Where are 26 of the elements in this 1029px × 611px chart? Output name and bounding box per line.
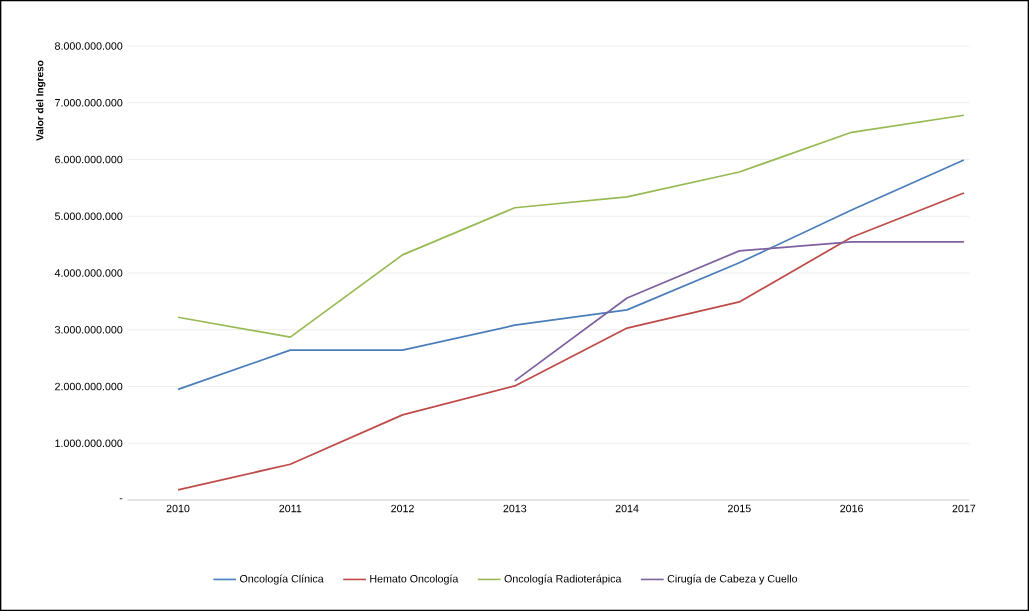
x-tick-label: 2012 — [391, 504, 414, 513]
y-tick-label: 4.000.000.000 — [54, 269, 123, 277]
y-tick-label: 5.000.000.000 — [54, 212, 123, 221]
legend-label: Cirugía de Cabeza y Cuello — [667, 574, 798, 585]
y-tick-label: 1.000.000.000 — [55, 439, 123, 448]
y-tick-label: 3.000.000.000 — [54, 325, 123, 334]
line-series — [513, 240, 965, 382]
y-tick-label: 7.000.000.000 — [55, 98, 123, 107]
legend-label: Hemato Oncología — [370, 574, 459, 585]
y-tick-label: 8.000.000.000 — [55, 42, 123, 50]
y-tick-label: 2.000.000.000 — [55, 382, 123, 391]
x-tick-label: 2014 — [615, 504, 639, 513]
x-tick-label: 2016 — [840, 504, 863, 513]
x-tick-label: 2015 — [728, 504, 751, 513]
x-tick-label: 2010 — [166, 504, 190, 513]
x-tick-label: 2013 — [503, 504, 527, 513]
x-tick-label: 2011 — [279, 504, 302, 513]
legend-label: Oncología Clínica — [240, 574, 324, 585]
legend-label: Oncología Radioterápica — [504, 574, 622, 585]
y-tick-label: - — [119, 498, 123, 500]
x-tick-label: 2017 — [952, 504, 976, 513]
line-series — [177, 159, 965, 391]
line-series — [177, 192, 965, 491]
y-tick-label: 6.000.000.000 — [55, 155, 123, 164]
line-series — [177, 114, 965, 338]
y-axis-title: Valor del Ingreso — [36, 60, 46, 141]
